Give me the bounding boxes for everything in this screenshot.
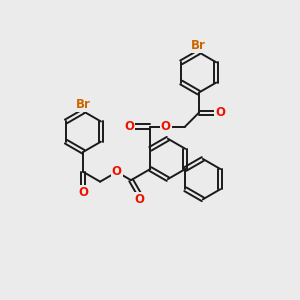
Text: O: O — [78, 186, 88, 199]
Text: O: O — [134, 193, 144, 206]
Text: O: O — [124, 120, 134, 133]
Text: Br: Br — [76, 98, 91, 111]
Text: O: O — [215, 106, 225, 119]
Text: O: O — [161, 120, 171, 133]
Text: O: O — [112, 166, 122, 178]
Text: Br: Br — [191, 39, 206, 52]
